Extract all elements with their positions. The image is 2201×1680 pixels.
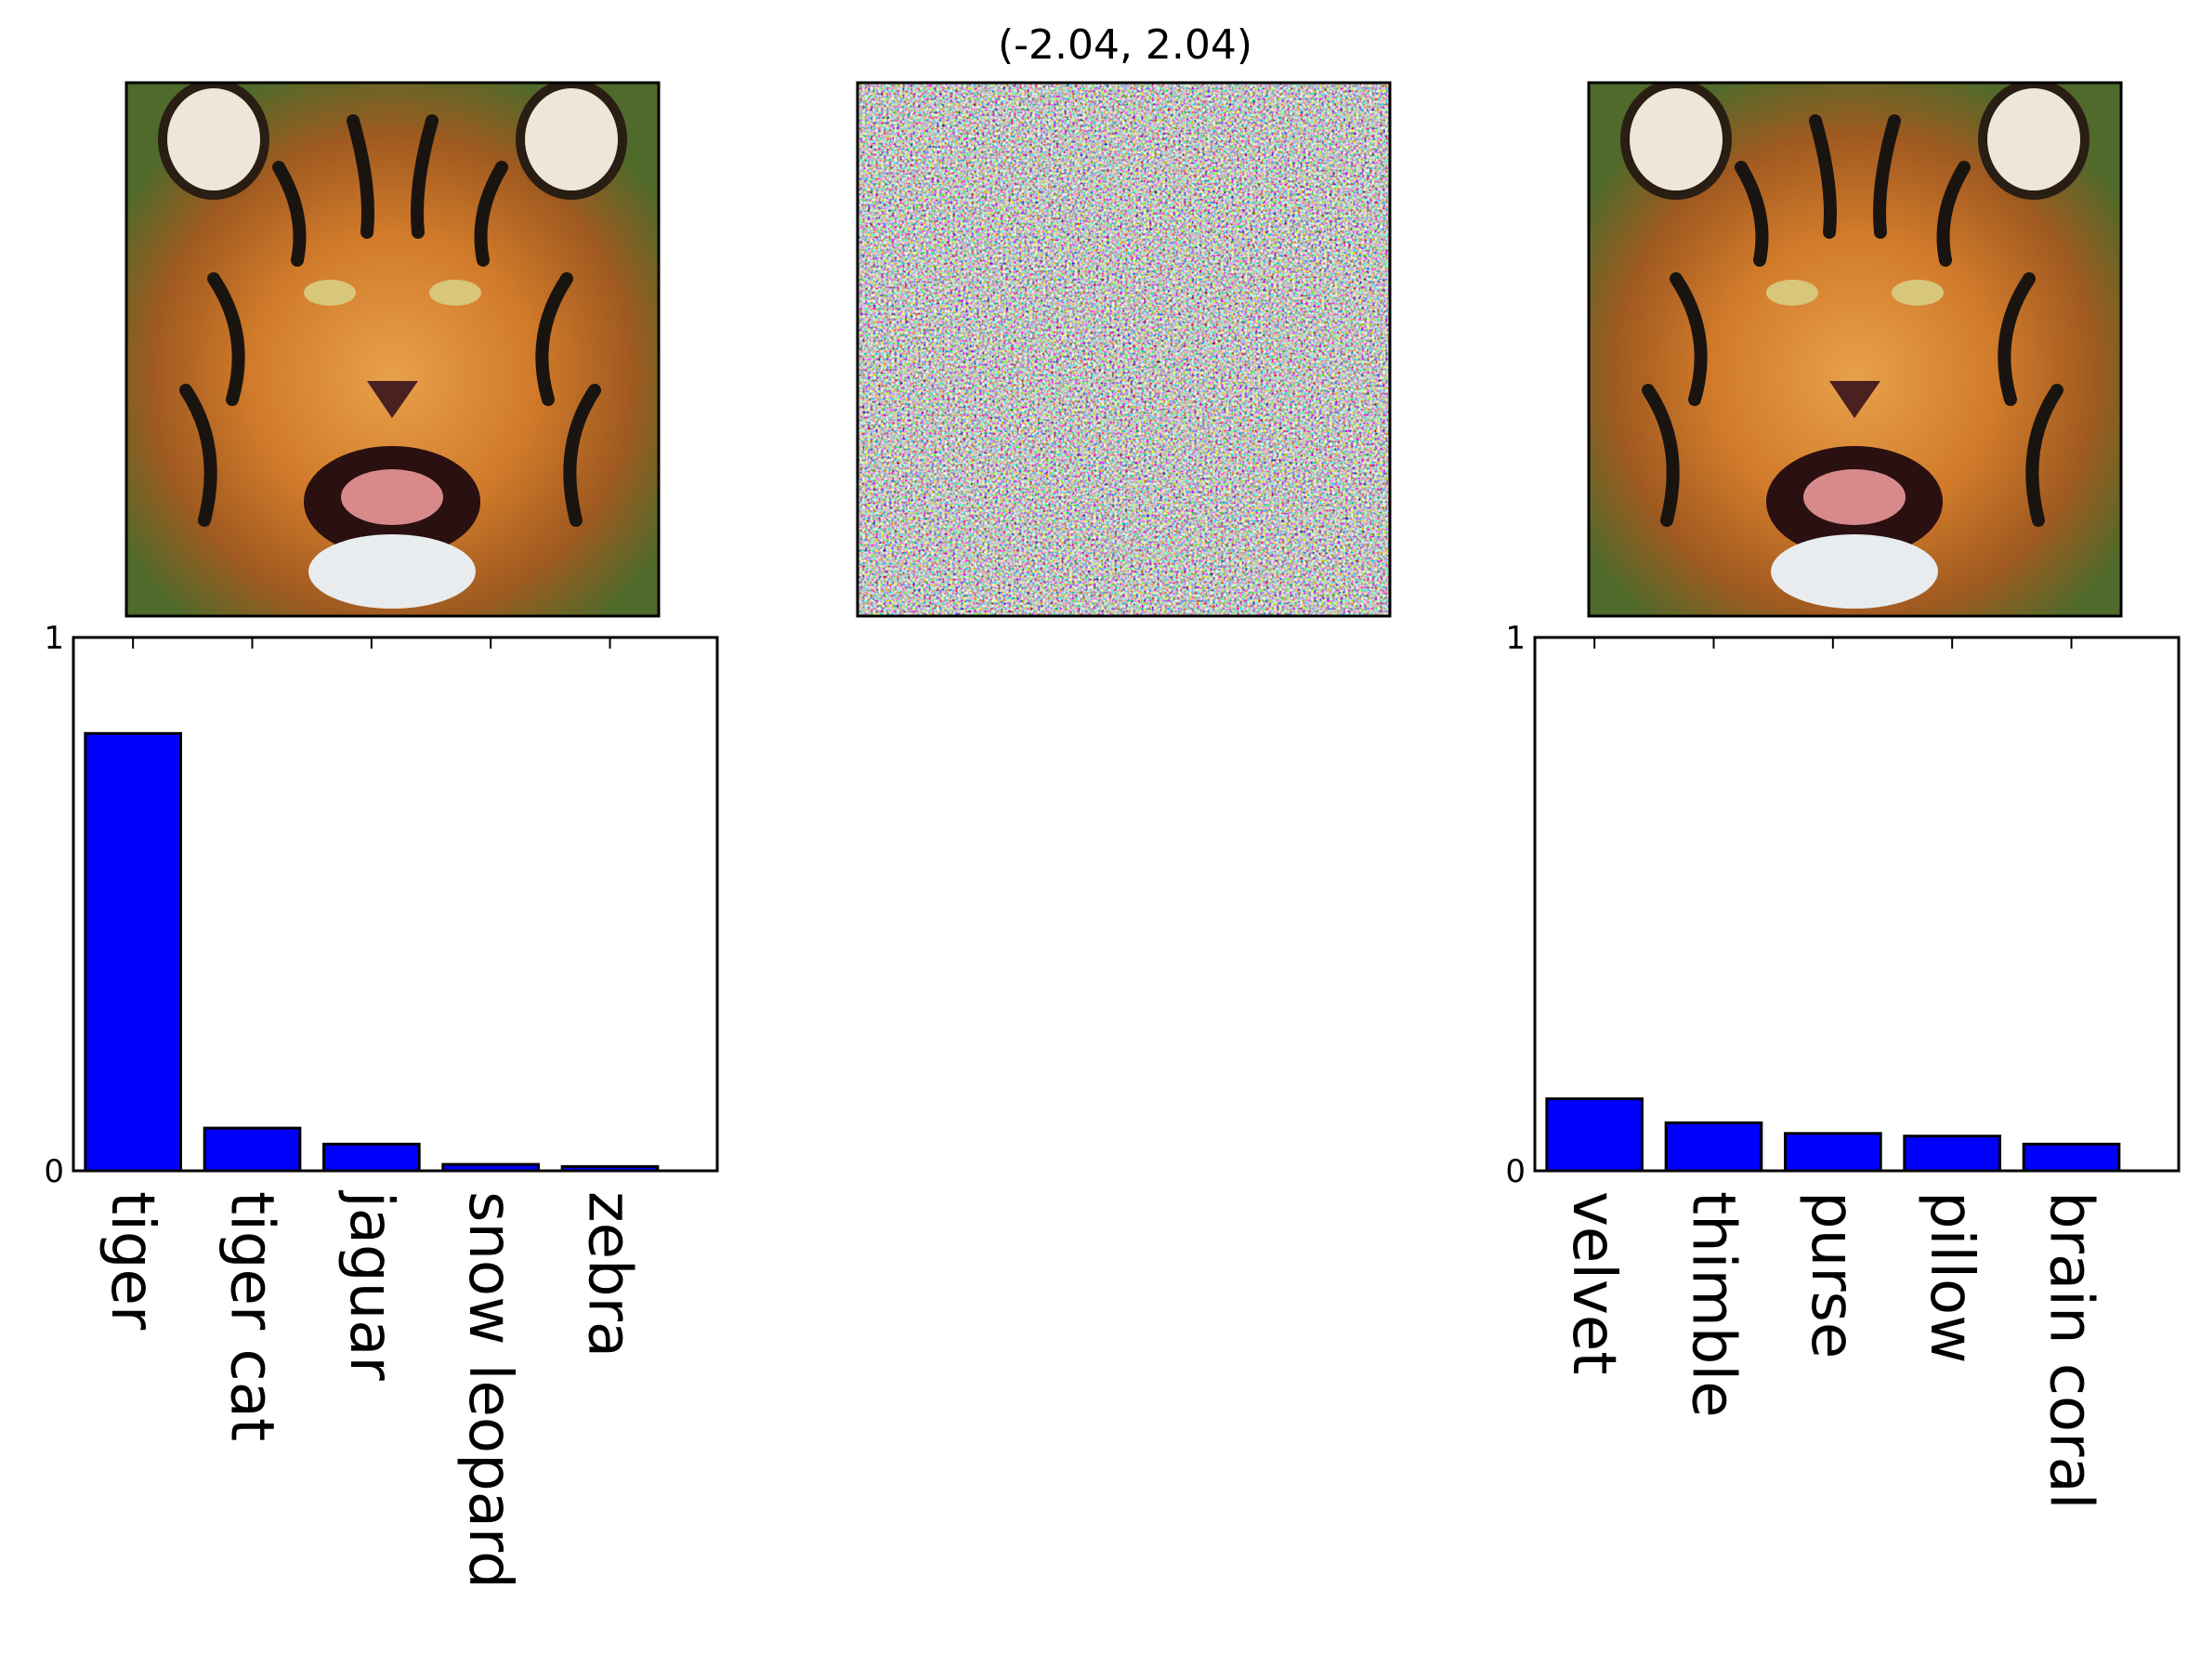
adversarial-predictions-chart: velvet thimble purse pillow brain coral 0 1 — [1505, 620, 2181, 1510]
bar-tiger — [84, 731, 182, 1173]
tiger-chin — [1771, 534, 1938, 609]
adversarial-image-frame — [1587, 81, 2123, 618]
axes-frame — [72, 636, 719, 1173]
y-tick-label: 0 — [1505, 1153, 1526, 1190]
bar-pillow — [1903, 1135, 2001, 1173]
bar-velvet — [1545, 1097, 1644, 1173]
tiger-left-eye — [1766, 280, 1818, 306]
bar-brain-coral — [2022, 1142, 2121, 1173]
x-tick-label: zebra — [575, 1191, 644, 1358]
tiger-left-ear — [158, 83, 269, 200]
bar-purse — [1784, 1132, 1882, 1173]
x-tick-label: jaguar — [336, 1189, 405, 1381]
adversarial-tiger-image — [1589, 83, 2121, 616]
tiger-right-ear — [516, 83, 627, 200]
bar-jaguar — [322, 1142, 421, 1173]
tiger-right-eye — [1892, 280, 1944, 306]
bar-thimble — [1664, 1121, 1763, 1173]
tiger-chin — [308, 534, 476, 609]
y-tick-label: 0 — [44, 1153, 64, 1190]
perturbation-noise-image — [858, 83, 1390, 616]
tiger-left-ear — [1620, 83, 1732, 200]
tiger-left-eye — [304, 280, 356, 306]
tiger-nose — [1829, 381, 1880, 418]
x-tick-label: snow leopard — [455, 1191, 524, 1589]
tiger-tongue — [341, 469, 443, 525]
x-tick-label: pillow — [1917, 1191, 1985, 1363]
original-predictions-chart: tiger tiger cat jaguar snow leopard zebra 0 1 — [44, 620, 719, 1589]
tiger-stripes — [1642, 114, 2063, 527]
bar-tiger-cat — [203, 1126, 302, 1173]
x-tick-label: purse — [1798, 1191, 1867, 1358]
tiger-tongue — [1803, 469, 1906, 525]
y-tick-label: 1 — [44, 620, 64, 657]
tiger-stripes — [179, 114, 601, 527]
x-tick-label: tiger — [98, 1191, 166, 1331]
noise-image-frame — [856, 81, 1392, 618]
original-image-frame — [124, 81, 661, 618]
x-tick-label: thimble — [1679, 1191, 1748, 1418]
x-tick-label: tiger cat — [217, 1191, 286, 1441]
noise-panel-title: (-2.04, 2.04) — [998, 21, 1252, 69]
x-tick-label: velvet — [1559, 1191, 1628, 1374]
axes-frame — [1533, 636, 2181, 1173]
tiger-nose — [367, 381, 418, 418]
tiger-right-ear — [1978, 83, 2090, 200]
y-tick-label: 1 — [1505, 620, 1526, 657]
tiger-right-eye — [429, 280, 481, 306]
original-tiger-image — [126, 83, 659, 616]
x-tick-label: brain coral — [2037, 1191, 2105, 1510]
